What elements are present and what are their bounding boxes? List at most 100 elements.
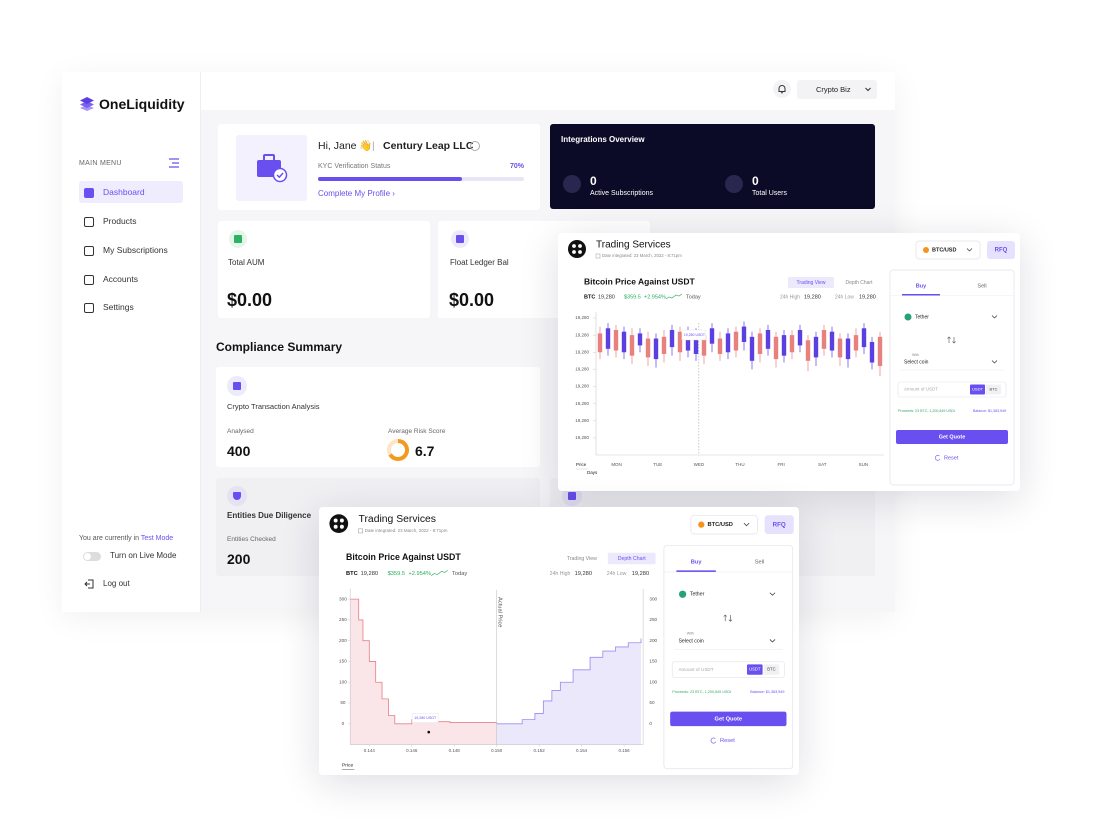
swap-icon: [947, 336, 956, 344]
menu-item[interactable]: Accounts: [103, 274, 138, 284]
quote-button[interactable]: [670, 711, 787, 727]
logo-dot: [578, 250, 582, 254]
chart-tab-label: Depth Chart: [846, 280, 874, 286]
unit: USDT: [972, 387, 983, 392]
trade-box-bg: [889, 269, 1015, 486]
trade-tab[interactable]: Sell: [977, 283, 986, 289]
company: Century Leap LLC: [383, 140, 474, 152]
rfq-button[interactable]: [764, 515, 794, 535]
unit-toggle[interactable]: [747, 664, 763, 675]
menu-icon: [84, 217, 94, 227]
stat-label: Total Users: [752, 190, 788, 197]
candle-body: [877, 336, 883, 366]
price: 19,280: [361, 571, 378, 577]
panel-date: Date integrated: 23 March, 2022 - 8:71pm: [602, 253, 682, 258]
low-label: 24h Low: [607, 571, 627, 577]
crypto-card: [216, 367, 540, 467]
trade-tab[interactable]: Buy: [916, 283, 927, 289]
change-pct: +2.954%: [644, 294, 666, 300]
balance-value: $0.00: [227, 290, 273, 310]
notifications[interactable]: [773, 80, 791, 98]
chevron: [966, 248, 973, 252]
menu-toggle[interactable]: [169, 158, 180, 168]
tooltip: 19,280 USDT: [684, 333, 706, 337]
greeting: Hi, Jane 👋: [318, 140, 373, 152]
y2-tick-label: 100: [649, 679, 657, 684]
mode: Test Mode: [140, 535, 174, 542]
logout[interactable]: Log out: [103, 579, 130, 588]
calendar-icon: [595, 253, 601, 259]
menu-item[interactable]: Products: [103, 216, 137, 226]
pair-select[interactable]: [915, 240, 981, 260]
tether-icon: [904, 313, 912, 321]
y-tick-label: 19,280: [575, 401, 589, 406]
chart-tab[interactable]: [607, 552, 656, 565]
sparkline: [665, 293, 683, 300]
entities-title: Entities Due Diligence: [227, 511, 312, 520]
y2-tick-label: 250: [649, 617, 657, 622]
from-coin[interactable]: Tether: [915, 314, 929, 320]
change: $359.5: [388, 571, 405, 577]
rfq-button[interactable]: [987, 241, 1015, 259]
y2-tick-label: 200: [649, 638, 657, 643]
candle-body: [629, 335, 635, 356]
x-tick-label: THU: [735, 462, 744, 467]
stat-icon: [563, 175, 581, 193]
menu-item[interactable]: My Subscriptions: [103, 245, 168, 255]
to-coin[interactable]: Select coin: [904, 359, 929, 365]
logo-dot: [339, 518, 344, 523]
period: Today: [452, 571, 467, 577]
chart-tab[interactable]: [557, 552, 606, 565]
from-coin[interactable]: Tether: [690, 592, 705, 598]
rfq: RFQ: [995, 248, 1008, 254]
account-name: Crypto Biz: [816, 85, 851, 94]
briefcase-icon: [257, 154, 288, 183]
profile-link[interactable]: Complete My Profile ›: [318, 189, 395, 198]
pair-select[interactable]: [690, 514, 758, 535]
unit-toggle[interactable]: [763, 664, 780, 675]
balance: Balance: $1,383,949: [973, 409, 1006, 413]
swap-icon: [723, 614, 733, 622]
pair: BTC/USD: [708, 522, 733, 528]
candle-body: [725, 333, 731, 353]
depth-line: [496, 638, 642, 725]
reset-icon: [710, 737, 717, 744]
chart-tab-label: Trading View: [797, 280, 826, 286]
section-title: Compliance Summary: [216, 340, 343, 354]
amount-placeholder: Amount of USDT: [904, 387, 938, 392]
unit-toggle[interactable]: [986, 384, 1001, 395]
y-tick-label: 19,280: [575, 349, 589, 354]
tether-icon: [678, 590, 687, 598]
mode-prefix: You are currently in: [79, 535, 140, 542]
kyc-label: KYC Verification Status: [318, 163, 391, 170]
candle-body: [773, 336, 779, 360]
menu-item[interactable]: Settings: [103, 302, 134, 312]
x-tick-label: FRI: [778, 462, 785, 467]
balance-icon: [451, 230, 469, 248]
trade-tab[interactable]: Buy: [691, 560, 703, 566]
reset[interactable]: Reset: [720, 738, 735, 744]
pair: BTC/USD: [932, 247, 956, 253]
reset[interactable]: Reset: [944, 455, 959, 461]
depth-area: [350, 599, 497, 745]
balance-label: Float Ledger Bal: [450, 258, 509, 267]
unit-toggle[interactable]: [970, 384, 985, 395]
y-tick-label: 19,280: [575, 315, 589, 320]
chart-tab[interactable]: [836, 277, 882, 288]
trading-panel: Trading Services Date integrated: 23 Marc…: [558, 233, 1020, 491]
y-tick-label: 200: [339, 638, 347, 643]
menu-item[interactable]: Dashboard: [103, 187, 145, 197]
quote-button[interactable]: [896, 430, 1008, 444]
account-select[interactable]: Crypto Biz: [797, 80, 877, 99]
icon-glyph: [234, 235, 242, 243]
annotation: Actual Price: [496, 597, 502, 627]
live-toggle[interactable]: [83, 552, 101, 561]
icon-glyph: [456, 235, 464, 243]
candle-body: [853, 335, 859, 351]
change-pct: +2.954%: [408, 571, 431, 577]
trade-tab[interactable]: Sell: [755, 560, 765, 566]
low: 19,280: [632, 571, 649, 577]
kyc-percent: 70%: [509, 163, 524, 170]
chart-tab[interactable]: [788, 277, 834, 288]
to-coin[interactable]: Select coin: [678, 638, 703, 644]
